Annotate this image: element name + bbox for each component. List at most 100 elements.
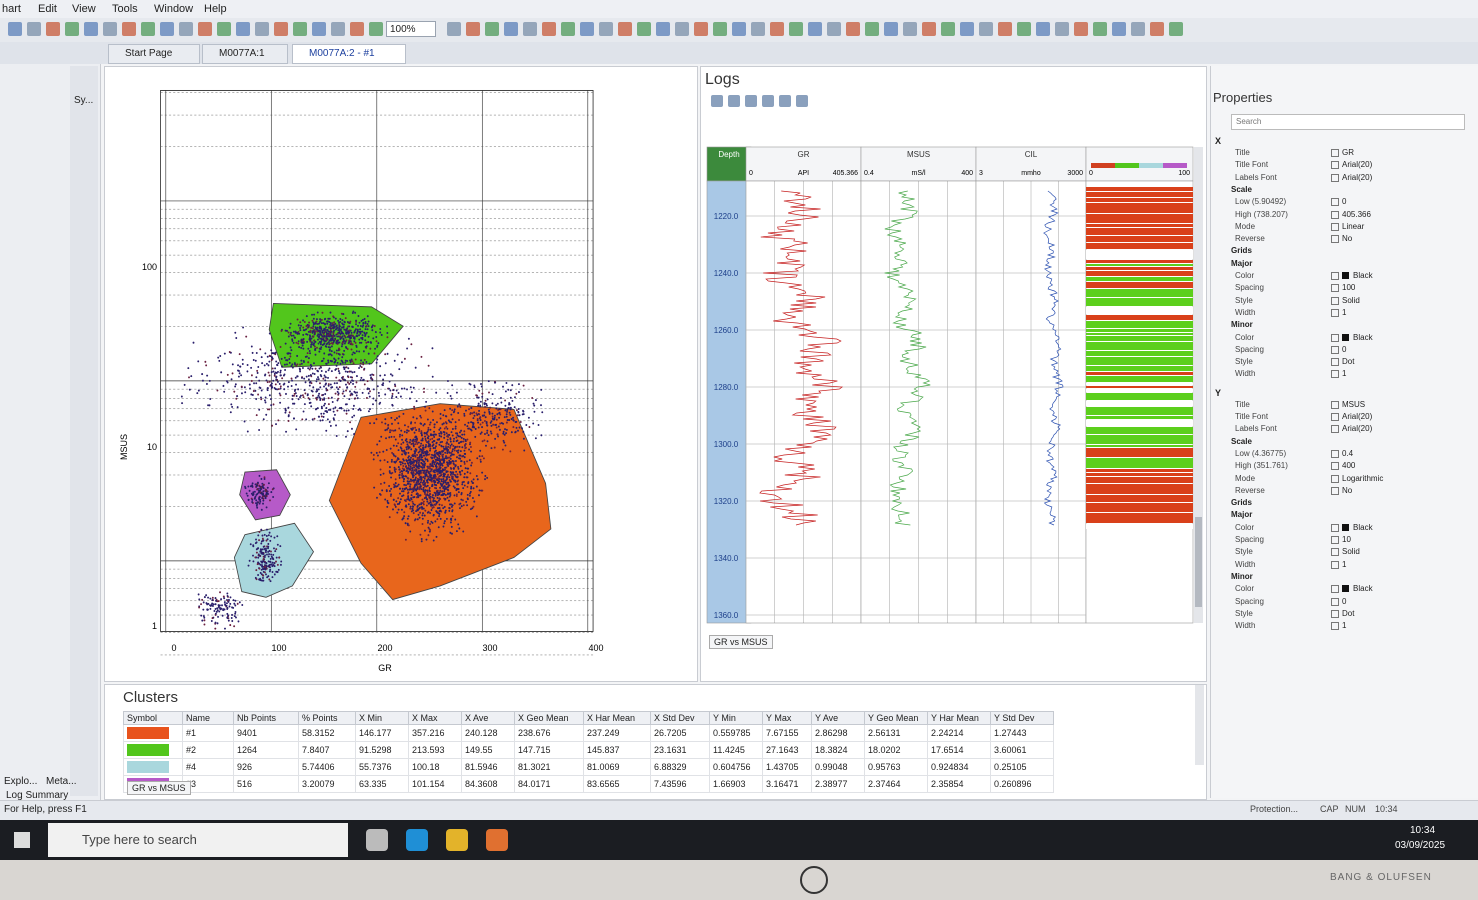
property-checkbox[interactable] — [1331, 161, 1339, 170]
property-value[interactable]: Black — [1353, 584, 1373, 594]
property-checkbox[interactable] — [1331, 296, 1339, 305]
toolbar-button[interactable] — [599, 22, 613, 36]
property-checkbox[interactable] — [1331, 560, 1339, 569]
toolbar-button[interactable] — [960, 22, 974, 36]
log-summary-tab[interactable]: Log Summary — [6, 790, 69, 801]
property-value[interactable]: 1 — [1342, 307, 1347, 317]
property-checkbox[interactable] — [1331, 548, 1339, 557]
property-checkbox[interactable] — [1331, 284, 1339, 293]
property-checkbox[interactable] — [1331, 462, 1339, 471]
menu-item[interactable]: View — [72, 3, 96, 15]
toolbar-button[interactable] — [637, 22, 651, 36]
taskbar-app[interactable] — [446, 829, 468, 851]
toolbar-button[interactable] — [1150, 22, 1164, 36]
property-checkbox[interactable] — [1331, 597, 1339, 606]
logs-tool-button[interactable] — [762, 95, 774, 107]
logs-tool-button[interactable] — [796, 95, 808, 107]
toolbar-button[interactable] — [293, 22, 307, 36]
property-value[interactable]: 0 — [1342, 596, 1347, 606]
property-value[interactable]: Black — [1353, 522, 1373, 532]
property-checkbox[interactable] — [1331, 523, 1339, 532]
toolbar-button[interactable] — [1131, 22, 1145, 36]
toolbar-button[interactable] — [274, 22, 288, 36]
menu-item[interactable]: Window — [154, 3, 194, 15]
start-button[interactable] — [14, 832, 30, 848]
toolbar-button[interactable] — [350, 22, 364, 36]
property-checkbox[interactable] — [1331, 173, 1339, 182]
toolbar-button[interactable] — [979, 22, 993, 36]
zoom-box[interactable]: 100% — [386, 21, 436, 37]
toolbar-button[interactable] — [1112, 22, 1126, 36]
property-checkbox[interactable] — [1331, 370, 1339, 379]
property-value[interactable]: Dot — [1342, 608, 1355, 618]
toolbar-button[interactable] — [8, 22, 22, 36]
taskbar-app[interactable] — [366, 829, 388, 851]
logs-tool-button[interactable] — [779, 95, 791, 107]
toolbar-button[interactable] — [141, 22, 155, 36]
toolbar-button[interactable] — [998, 22, 1012, 36]
property-checkbox[interactable] — [1331, 449, 1339, 458]
toolbar-button[interactable] — [447, 22, 461, 36]
menu-item[interactable]: hart — [2, 3, 21, 15]
property-checkbox[interactable] — [1331, 272, 1339, 280]
toolbar-button[interactable] — [312, 22, 326, 36]
property-checkbox[interactable] — [1331, 474, 1339, 483]
logs-tool-button[interactable] — [728, 95, 740, 107]
property-value[interactable]: 405.366 — [1342, 209, 1371, 219]
taskbar-app[interactable] — [406, 829, 428, 851]
property-value[interactable]: Solid — [1342, 547, 1360, 557]
menu-item[interactable]: Help — [204, 3, 227, 15]
property-checkbox[interactable] — [1331, 400, 1339, 409]
toolbar-button[interactable] — [561, 22, 575, 36]
toolbar-button[interactable] — [751, 22, 765, 36]
toolbar-button[interactable] — [27, 22, 41, 36]
property-checkbox[interactable] — [1331, 622, 1339, 631]
toolbar-button[interactable] — [236, 22, 250, 36]
property-checkbox[interactable] — [1331, 222, 1339, 231]
document-tab[interactable]: Start Page — [108, 44, 200, 64]
toolbar-button[interactable] — [255, 22, 269, 36]
property-value[interactable]: 0.4 — [1342, 448, 1354, 458]
property-checkbox[interactable] — [1331, 358, 1339, 367]
property-value[interactable]: 0 — [1342, 344, 1347, 354]
property-checkbox[interactable] — [1331, 345, 1339, 354]
toolbar-button[interactable] — [1169, 22, 1183, 36]
property-value[interactable]: MSUS — [1342, 399, 1366, 409]
explorer-tab[interactable]: Explo... — [4, 776, 38, 787]
toolbar-button[interactable] — [198, 22, 212, 36]
property-value[interactable]: Arial(20) — [1342, 424, 1373, 434]
toolbar-button[interactable] — [732, 22, 746, 36]
toolbar-button[interactable] — [675, 22, 689, 36]
toolbar-button[interactable] — [485, 22, 499, 36]
toolbar-button[interactable] — [369, 22, 383, 36]
toolbar-button[interactable] — [656, 22, 670, 36]
toolbar-button[interactable] — [542, 22, 556, 36]
toolbar-button[interactable] — [770, 22, 784, 36]
toolbar-button[interactable] — [1055, 22, 1069, 36]
property-checkbox[interactable] — [1331, 210, 1339, 219]
property-value[interactable]: GR — [1342, 148, 1354, 157]
toolbar-button[interactable] — [694, 22, 708, 36]
logs-tool-button[interactable] — [745, 95, 757, 107]
toolbar-button[interactable] — [160, 22, 174, 36]
property-value[interactable]: 100 — [1342, 283, 1356, 293]
property-value[interactable]: No — [1342, 234, 1353, 244]
toolbar-button[interactable] — [1074, 22, 1088, 36]
property-checkbox[interactable] — [1331, 585, 1339, 594]
property-value[interactable]: 1 — [1342, 559, 1347, 569]
toolbar-button[interactable] — [466, 22, 480, 36]
menu-item[interactable]: Edit — [38, 3, 57, 15]
toolbar-button[interactable] — [884, 22, 898, 36]
property-value[interactable]: 1 — [1342, 621, 1347, 631]
property-checkbox[interactable] — [1331, 609, 1339, 618]
toolbar-button[interactable] — [504, 22, 518, 36]
toolbar-button[interactable] — [789, 22, 803, 36]
property-value[interactable]: Black — [1353, 271, 1373, 280]
document-tab[interactable]: M0077A:2 - #1 — [292, 44, 406, 64]
property-checkbox[interactable] — [1331, 308, 1339, 317]
property-value[interactable]: 10 — [1342, 535, 1351, 544]
logs-bottom-tab[interactable]: GR vs MSUS — [709, 635, 773, 649]
property-checkbox[interactable] — [1331, 333, 1339, 342]
toolbar-button[interactable] — [827, 22, 841, 36]
toolbar-button[interactable] — [903, 22, 917, 36]
